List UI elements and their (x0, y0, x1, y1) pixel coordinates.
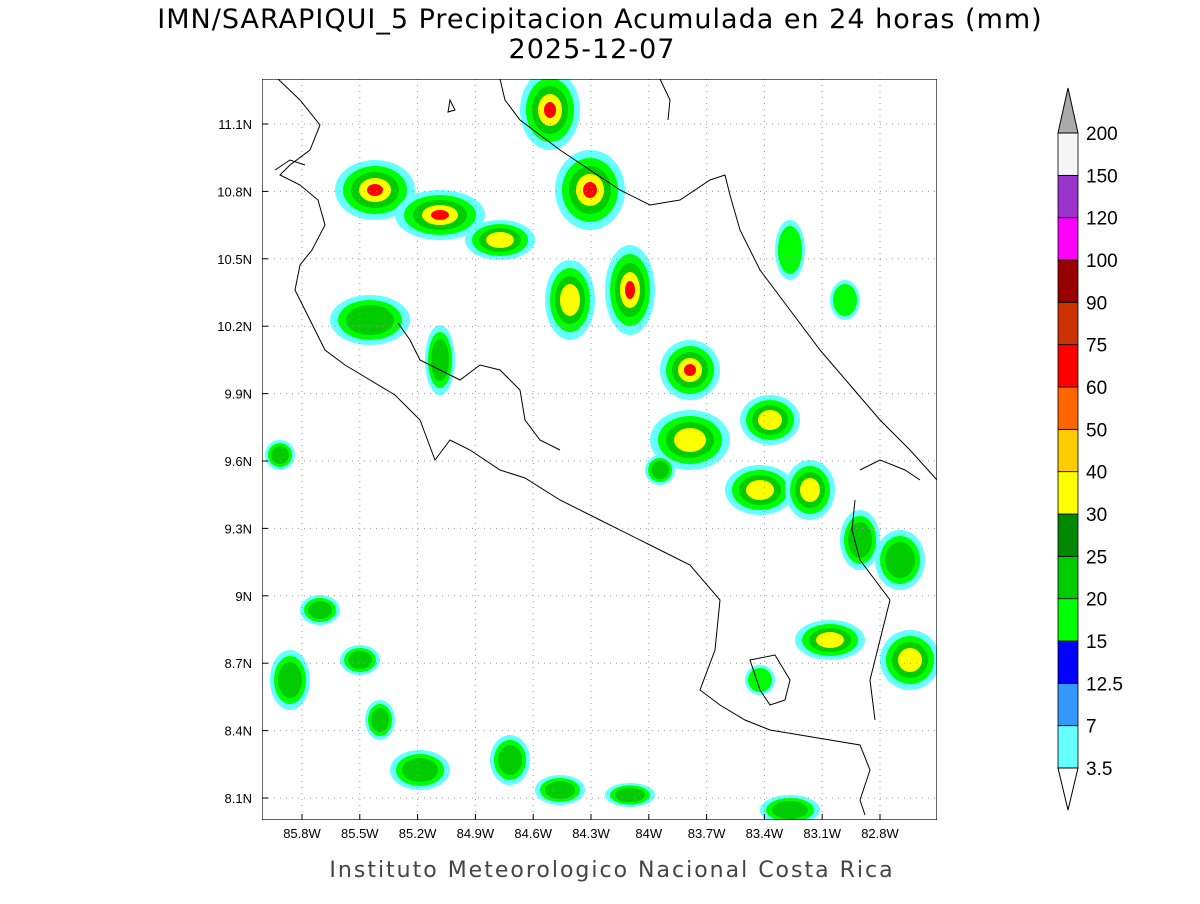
rain-area (271, 446, 289, 464)
rain-area (402, 758, 438, 782)
x-tick-label: 85.8W (283, 826, 321, 841)
colorbar-label: 40 (1086, 463, 1107, 484)
colorbar-label: 15 (1086, 632, 1107, 653)
rain-area (346, 305, 394, 335)
rain-area (431, 339, 449, 381)
x-tick-label: 84W (635, 826, 662, 841)
rain-area (816, 632, 844, 648)
rain-area (431, 210, 449, 220)
rain-area (278, 662, 302, 698)
colorbar-label: 60 (1086, 378, 1107, 399)
colorbar-label: 90 (1086, 293, 1107, 314)
rain-area (625, 281, 635, 299)
x-tick-label: 83.1W (803, 826, 841, 841)
rain-area (778, 226, 802, 274)
rain-area (348, 651, 372, 669)
rain-area (367, 184, 383, 196)
y-tick-label: 9N (235, 589, 252, 604)
x-tick-label: 84.3W (572, 826, 610, 841)
colorbar-segment (1057, 725, 1079, 769)
y-tick-label: 8.7N (225, 656, 252, 671)
y-tick-label: 8.4N (225, 724, 252, 739)
y-tick-label: 9.6N (225, 454, 252, 469)
colorbar-segment (1057, 301, 1079, 346)
x-tick-label: 82.8W (861, 826, 899, 841)
footer: Instituto Meteorologico Nacional Costa R… (329, 858, 894, 883)
colorbar-label: 200 (1086, 124, 1118, 145)
colorbar-segment (1057, 259, 1079, 303)
x-tick-label: 85.2W (399, 826, 437, 841)
x-tick-label: 84.9W (457, 826, 495, 841)
rain-area (486, 232, 514, 248)
colorbar-label: 20 (1086, 590, 1107, 611)
rain-area (674, 428, 706, 452)
colorbar-segment (1057, 344, 1079, 388)
rain-area (651, 461, 669, 479)
rain-area (308, 601, 332, 619)
colorbar-segment (1057, 386, 1079, 430)
map-area (262, 79, 937, 820)
rain-area (560, 284, 580, 316)
x-tick-label: 84.6W (514, 826, 552, 841)
precipitation (265, 79, 937, 820)
rain-area (833, 284, 857, 316)
y-tick-label: 11.1N (218, 117, 252, 132)
colorbar-segment (1057, 471, 1079, 515)
colorbar-label: 50 (1086, 420, 1107, 441)
colorbar-segment (1057, 598, 1079, 642)
colorbar-below (1057, 767, 1079, 811)
rain-area (583, 182, 597, 198)
colorbar-label: 25 (1086, 547, 1107, 568)
colorbar-segment (1057, 132, 1079, 176)
axes: 85.8W 85.5W 85.2W 84.9W 84.6W 84.3W 84W 83.7W 83… (217, 117, 899, 841)
colorbar-segment (1057, 428, 1079, 473)
rain-area (772, 801, 808, 819)
rain-area (885, 542, 915, 578)
colorbar: 3.5 7 12.5 15 20 25 30 40 50 60 75 90 100 120 150 200 (1057, 87, 1123, 811)
coastlines (274, 79, 937, 816)
colorbar-label: 120 (1086, 209, 1118, 230)
colorbar-segment (1057, 513, 1079, 557)
y-tick-label: 10.8N (217, 184, 252, 199)
colorbar-label: 3.5 (1086, 759, 1112, 780)
y-tick-label: 8.1N (225, 791, 252, 806)
colorbar-above (1057, 87, 1079, 134)
colorbar-label: 150 (1086, 166, 1118, 187)
rain-area (498, 745, 522, 775)
rain-area (684, 364, 696, 376)
colorbar-segment (1057, 640, 1079, 684)
colorbar-segment (1057, 217, 1079, 261)
rain-area (544, 102, 556, 118)
colorbar-label: 75 (1086, 336, 1107, 357)
rain-area (758, 410, 782, 430)
colorbar-segment (1057, 555, 1079, 600)
rain-area (848, 522, 872, 558)
colorbar-label: 12.5 (1086, 674, 1123, 695)
y-tick-label: 10.5N (217, 252, 252, 267)
colorbar-label: 100 (1086, 251, 1118, 272)
y-tick-label: 10.2N (217, 319, 252, 334)
colorbar-label: 30 (1086, 505, 1107, 526)
rain-area (371, 708, 389, 732)
rain-area (545, 781, 575, 799)
colorbar-segment (1057, 682, 1079, 727)
y-tick-label: 9.3N (225, 521, 252, 536)
subtitle: 2025-12-07 (509, 34, 676, 65)
x-tick-label: 83.7W (688, 826, 726, 841)
rain-area (800, 478, 820, 502)
title: IMN/SARAPIQUI_5 Precipitacion Acumulada … (157, 4, 1042, 35)
rain-area (898, 648, 922, 672)
rain-area (746, 480, 774, 500)
colorbar-label: 7 (1086, 717, 1097, 738)
colorbar-segment (1057, 174, 1079, 219)
y-tick-label: 9.9N (225, 387, 252, 402)
rain-area (748, 668, 772, 692)
rain-area (615, 787, 645, 803)
x-tick-label: 85.5W (341, 826, 379, 841)
x-tick-label: 83.4W (746, 826, 784, 841)
